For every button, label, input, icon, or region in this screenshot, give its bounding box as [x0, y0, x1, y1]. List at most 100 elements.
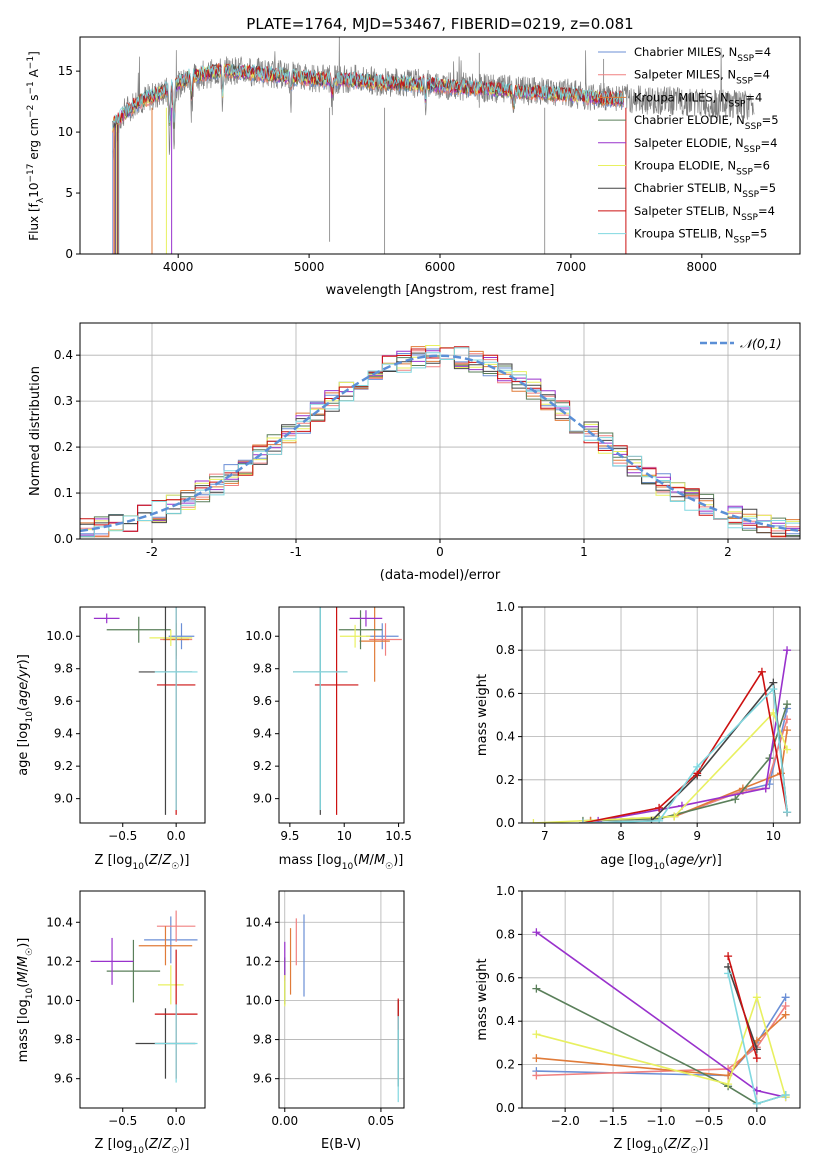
axes-frame — [521, 606, 801, 824]
y-tick-label: 9.8 — [54, 1033, 73, 1047]
spectrum-panel: 4000 5000 6000 7000 8000 0 5 10 15 Chabrier MILES… — [26, 36, 801, 298]
y-tick-label: 9.4 — [253, 727, 272, 741]
x-axis-label-part: Z [log — [614, 1137, 652, 1152]
y-tick-label: 0.2 — [496, 773, 515, 787]
legend-label-part: SSP — [729, 99, 746, 109]
x-axis-label: Z [log10(Z/Z☉)] — [95, 1137, 190, 1156]
mass-weight-marker — [781, 1002, 790, 1011]
x-tick-label: 0 — [436, 545, 444, 559]
x-tick-label: 2 — [724, 545, 732, 559]
x-axis-label-part: 10 — [651, 1146, 663, 1156]
mass-weight-marker — [757, 667, 766, 676]
y-axis-label: Flux [fλ10−17 erg cm−2 s−1 A−1] — [26, 51, 46, 241]
x-axis-label-part: Z [log — [95, 853, 133, 868]
y-axis-label-part: λ — [36, 197, 46, 203]
legend-label-part: Chabrier STELIB, N — [634, 181, 742, 195]
mass-weight-marker — [752, 993, 761, 1002]
mass-weight-marker — [781, 1090, 790, 1099]
histogram-panel: -2 -1 0 1 2 0.0 0.1 0.2 0.3 0.4 𝒩(0,1) (data-model)… — [28, 322, 801, 583]
mass-weight-marker — [529, 819, 538, 823]
y-tick-label: 9.6 — [253, 1072, 272, 1086]
x-axis-label-part: ( — [144, 853, 149, 868]
mass-vs-z-panel: −0.5 0.09.69.810.010.210.4Z [log10(Z/Z☉)]… — [16, 890, 206, 1156]
plot-area — [93, 607, 198, 815]
mass-weight-marker — [752, 1054, 761, 1063]
mass-weight-marker — [532, 1054, 541, 1063]
y-axis-label-part: / — [16, 966, 31, 971]
mass-weight-line — [590, 719, 788, 822]
y-tick-label: 9.2 — [54, 759, 73, 773]
y-tick-label: 0.6 — [496, 686, 515, 700]
legend-label-part: Kroupa MILES, N — [634, 90, 729, 104]
y-tick-label: 9.6 — [54, 1072, 73, 1086]
y-tick-label: 0.0 — [496, 816, 515, 830]
legend-label: 𝒩(0,1) — [740, 336, 782, 351]
x-tick-label: 9 — [693, 829, 701, 843]
x-axis-label-part: Z — [161, 853, 172, 868]
mass-weight-vs-z-panel: −2.0 −1.5 −1.0 −0.5 0.0 0.0 0.2 0.4 0.6 0.8 1.0 Z [… — [475, 884, 801, 1156]
y-axis-label-part: 10 — [25, 987, 35, 999]
mass-weight-marker — [769, 685, 778, 694]
y-tick-label: 0 — [65, 247, 73, 261]
mass-weight-marker — [724, 952, 733, 961]
x-axis-label-part: )] — [393, 853, 403, 868]
x-tick-label: -2 — [146, 545, 158, 559]
x-tick-label: 10 — [766, 829, 781, 843]
y-tick-label: 10.2 — [46, 954, 73, 968]
y-tick-label: 5 — [65, 186, 73, 200]
x-tick-label: 0.0 — [747, 1114, 766, 1128]
legend-label-part: =4 — [761, 136, 778, 150]
y-axis-label: age [log10(age/yr)] — [16, 654, 35, 776]
mass-weight-line — [582, 687, 788, 823]
x-axis-label-part: ( — [665, 853, 670, 868]
y-axis-label-part: A — [27, 68, 41, 81]
y-tick-label: 0.8 — [496, 643, 515, 657]
x-tick-label: 4000 — [163, 260, 194, 274]
y-axis-label-part: ( — [16, 706, 31, 711]
x-tick-label: 6000 — [425, 260, 456, 274]
spectrum-model-line — [112, 63, 624, 129]
x-tick-label: 9.5 — [280, 829, 299, 843]
x-axis-label-part: 10 — [132, 1146, 144, 1156]
mass-weight-marker — [783, 646, 792, 655]
y-tick-label: 9.0 — [54, 792, 73, 806]
legend-label-part: Kroupa STELIB, N — [634, 227, 734, 241]
y-axis-label-part: −1 — [26, 56, 36, 69]
x-axis-label-part: age/yr — [670, 853, 713, 868]
axes-frame — [79, 890, 206, 1109]
x-tick-label: 8000 — [687, 260, 718, 274]
x-axis-label-part: Z — [667, 1137, 678, 1152]
y-tick-label: 10.0 — [245, 993, 272, 1007]
legend-label-part: =4 — [753, 68, 770, 82]
y-tick-label: 10.4 — [46, 915, 73, 929]
y-tick-label: 9.6 — [253, 694, 272, 708]
legend-label-part: Chabrier MILES, N — [634, 45, 737, 59]
y-axis-label-part: ( — [16, 983, 31, 988]
x-axis-label: Z [log10(Z/Z☉)] — [614, 1137, 709, 1156]
plot-area — [529, 646, 792, 823]
plot-area — [90, 910, 198, 1083]
mass-weight-marker — [724, 969, 733, 978]
x-axis-label-part: M — [358, 853, 369, 868]
legend-label-part: SSP — [736, 168, 753, 178]
x-tick-label: −2.0 — [551, 1114, 580, 1128]
legend-label-part: Kroupa ELODIE, N — [634, 159, 736, 173]
x-axis-label-part: Z — [148, 853, 159, 868]
x-axis-label: E(B-V) — [321, 1137, 361, 1152]
mass-weight-marker — [670, 812, 679, 821]
legend-label: Salpeter STELIB, NSSP=4 — [634, 204, 775, 223]
x-tick-label: 7 — [541, 829, 549, 843]
y-tick-label: 9.8 — [54, 662, 73, 676]
y-tick-label: 9.8 — [253, 662, 272, 676]
plot-area — [293, 607, 402, 815]
x-tick-label: 0.00 — [271, 1114, 298, 1128]
y-tick-label: 10.4 — [245, 915, 272, 929]
legend-label-part: SSP — [734, 236, 751, 246]
x-tick-label: 8 — [617, 829, 625, 843]
x-axis-label-part: Z — [161, 1137, 172, 1152]
y-axis-label: mass [log10(M/M☉)] — [16, 938, 35, 1063]
x-axis-label-part: mass [log — [279, 853, 342, 868]
mass-weight-marker — [693, 762, 702, 771]
